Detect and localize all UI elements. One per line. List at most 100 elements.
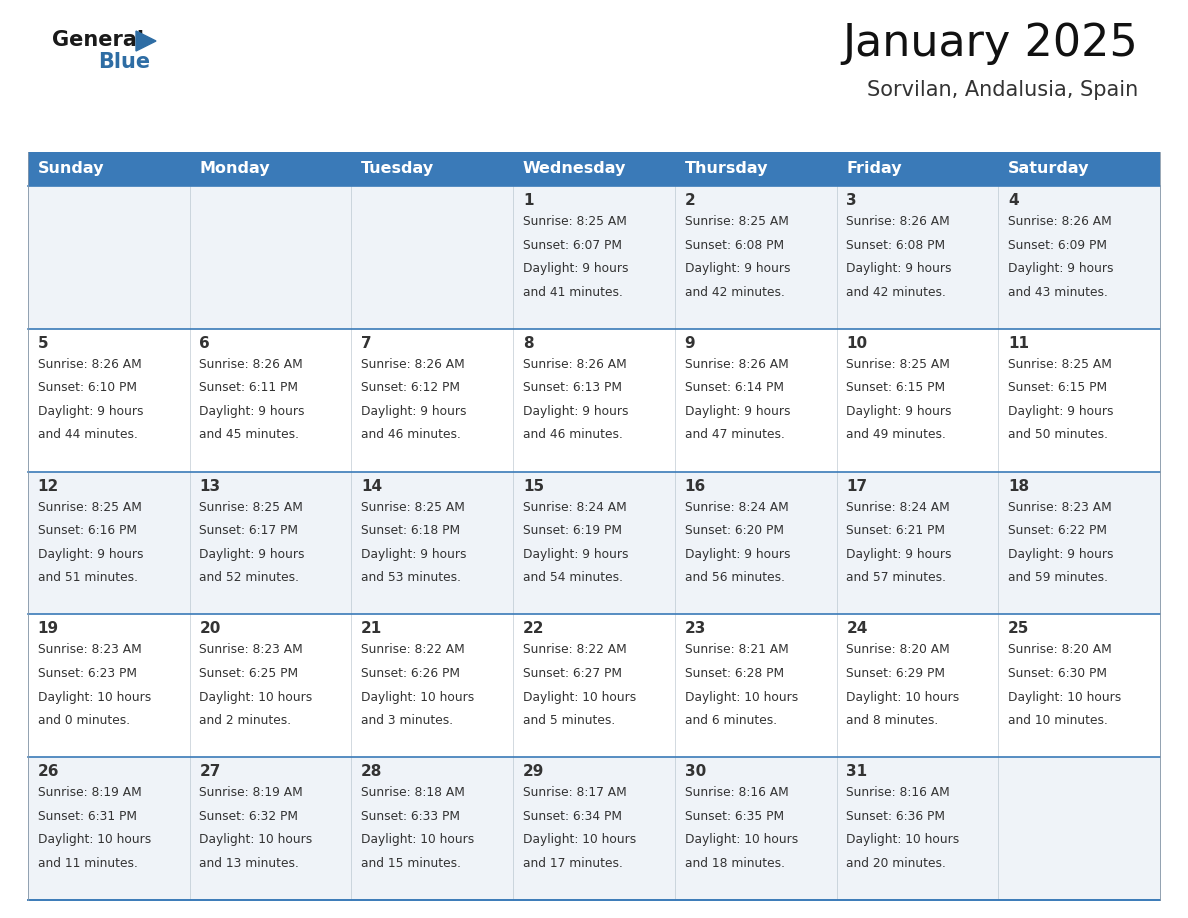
Text: Sunset: 6:17 PM: Sunset: 6:17 PM xyxy=(200,524,298,537)
Text: Sunset: 6:30 PM: Sunset: 6:30 PM xyxy=(1007,667,1107,680)
Text: Daylight: 9 hours: Daylight: 9 hours xyxy=(200,405,305,418)
Text: Sunrise: 8:26 AM: Sunrise: 8:26 AM xyxy=(684,358,789,371)
Text: Sunrise: 8:26 AM: Sunrise: 8:26 AM xyxy=(200,358,303,371)
Text: Sunrise: 8:25 AM: Sunrise: 8:25 AM xyxy=(200,500,303,513)
Text: and 2 minutes.: and 2 minutes. xyxy=(200,714,291,727)
Bar xyxy=(675,472,836,614)
Text: Sunrise: 8:19 AM: Sunrise: 8:19 AM xyxy=(38,786,141,800)
Text: and 10 minutes.: and 10 minutes. xyxy=(1007,714,1108,727)
Text: Sunrise: 8:23 AM: Sunrise: 8:23 AM xyxy=(1007,500,1112,513)
Text: and 53 minutes.: and 53 minutes. xyxy=(361,571,461,584)
Text: and 42 minutes.: and 42 minutes. xyxy=(846,285,946,298)
Bar xyxy=(513,614,675,757)
Bar xyxy=(190,757,352,900)
Text: Sunset: 6:32 PM: Sunset: 6:32 PM xyxy=(200,810,298,823)
Text: Sunrise: 8:16 AM: Sunrise: 8:16 AM xyxy=(846,786,950,800)
Text: Daylight: 9 hours: Daylight: 9 hours xyxy=(846,405,952,418)
Bar xyxy=(352,329,513,472)
Text: Daylight: 10 hours: Daylight: 10 hours xyxy=(684,690,798,703)
Text: Sunrise: 8:21 AM: Sunrise: 8:21 AM xyxy=(684,644,789,656)
Text: 30: 30 xyxy=(684,764,706,779)
Text: 19: 19 xyxy=(38,621,59,636)
Text: Sunset: 6:25 PM: Sunset: 6:25 PM xyxy=(200,667,298,680)
Bar xyxy=(29,472,190,614)
Text: Sunrise: 8:26 AM: Sunrise: 8:26 AM xyxy=(1007,215,1112,228)
Text: and 11 minutes.: and 11 minutes. xyxy=(38,856,138,870)
Bar xyxy=(190,614,352,757)
Bar xyxy=(190,472,352,614)
Bar xyxy=(998,757,1159,900)
Text: Daylight: 10 hours: Daylight: 10 hours xyxy=(38,690,151,703)
Text: Sunrise: 8:19 AM: Sunrise: 8:19 AM xyxy=(200,786,303,800)
Text: Sunrise: 8:25 AM: Sunrise: 8:25 AM xyxy=(1007,358,1112,371)
Text: Sunset: 6:20 PM: Sunset: 6:20 PM xyxy=(684,524,784,537)
Bar xyxy=(352,757,513,900)
Text: Daylight: 9 hours: Daylight: 9 hours xyxy=(38,405,144,418)
Text: Sunset: 6:15 PM: Sunset: 6:15 PM xyxy=(846,381,946,395)
Text: Sunrise: 8:26 AM: Sunrise: 8:26 AM xyxy=(523,358,626,371)
Text: and 45 minutes.: and 45 minutes. xyxy=(200,429,299,442)
Text: Daylight: 9 hours: Daylight: 9 hours xyxy=(1007,548,1113,561)
Text: Daylight: 9 hours: Daylight: 9 hours xyxy=(1007,263,1113,275)
Text: Sunset: 6:14 PM: Sunset: 6:14 PM xyxy=(684,381,784,395)
Text: and 6 minutes.: and 6 minutes. xyxy=(684,714,777,727)
Bar xyxy=(190,186,352,329)
Text: Daylight: 10 hours: Daylight: 10 hours xyxy=(523,834,636,846)
Text: and 59 minutes.: and 59 minutes. xyxy=(1007,571,1108,584)
Text: Sunrise: 8:20 AM: Sunrise: 8:20 AM xyxy=(1007,644,1112,656)
Text: 7: 7 xyxy=(361,336,372,351)
Text: 15: 15 xyxy=(523,478,544,494)
Bar xyxy=(352,186,513,329)
Text: Sunrise: 8:25 AM: Sunrise: 8:25 AM xyxy=(523,215,627,228)
Text: Daylight: 9 hours: Daylight: 9 hours xyxy=(200,548,305,561)
Text: Sunset: 6:26 PM: Sunset: 6:26 PM xyxy=(361,667,460,680)
Text: Sunrise: 8:18 AM: Sunrise: 8:18 AM xyxy=(361,786,465,800)
Text: Sunset: 6:31 PM: Sunset: 6:31 PM xyxy=(38,810,137,823)
Text: Daylight: 10 hours: Daylight: 10 hours xyxy=(361,690,474,703)
Text: Sunset: 6:27 PM: Sunset: 6:27 PM xyxy=(523,667,621,680)
Text: and 54 minutes.: and 54 minutes. xyxy=(523,571,623,584)
Bar xyxy=(29,757,190,900)
Bar xyxy=(998,186,1159,329)
Bar xyxy=(998,329,1159,472)
Text: Monday: Monday xyxy=(200,162,270,176)
Text: Daylight: 9 hours: Daylight: 9 hours xyxy=(684,263,790,275)
Text: Sorvilan, Andalusia, Spain: Sorvilan, Andalusia, Spain xyxy=(867,80,1138,100)
Text: and 57 minutes.: and 57 minutes. xyxy=(846,571,947,584)
Bar xyxy=(513,329,675,472)
Text: and 0 minutes.: and 0 minutes. xyxy=(38,714,129,727)
Text: Wednesday: Wednesday xyxy=(523,162,626,176)
Text: Blue: Blue xyxy=(97,52,150,72)
Text: Sunrise: 8:26 AM: Sunrise: 8:26 AM xyxy=(361,358,465,371)
Bar xyxy=(513,472,675,614)
Bar xyxy=(998,614,1159,757)
Text: Sunrise: 8:26 AM: Sunrise: 8:26 AM xyxy=(38,358,141,371)
Bar xyxy=(998,152,1159,186)
Bar xyxy=(190,152,352,186)
Text: 28: 28 xyxy=(361,764,383,779)
Text: Sunset: 6:21 PM: Sunset: 6:21 PM xyxy=(846,524,946,537)
Text: Sunrise: 8:17 AM: Sunrise: 8:17 AM xyxy=(523,786,626,800)
Bar xyxy=(836,614,998,757)
Text: Sunset: 6:08 PM: Sunset: 6:08 PM xyxy=(684,239,784,252)
Text: Daylight: 10 hours: Daylight: 10 hours xyxy=(846,690,960,703)
Text: and 17 minutes.: and 17 minutes. xyxy=(523,856,623,870)
Text: and 42 minutes.: and 42 minutes. xyxy=(684,285,784,298)
Bar xyxy=(836,329,998,472)
Text: and 3 minutes.: and 3 minutes. xyxy=(361,714,454,727)
Text: Sunrise: 8:24 AM: Sunrise: 8:24 AM xyxy=(846,500,950,513)
Bar xyxy=(675,152,836,186)
Bar xyxy=(190,329,352,472)
Text: Sunset: 6:36 PM: Sunset: 6:36 PM xyxy=(846,810,946,823)
Text: Daylight: 10 hours: Daylight: 10 hours xyxy=(846,834,960,846)
Text: and 51 minutes.: and 51 minutes. xyxy=(38,571,138,584)
Bar xyxy=(352,152,513,186)
Text: Daylight: 9 hours: Daylight: 9 hours xyxy=(846,263,952,275)
Bar xyxy=(29,614,190,757)
Text: 27: 27 xyxy=(200,764,221,779)
Text: Sunrise: 8:24 AM: Sunrise: 8:24 AM xyxy=(684,500,789,513)
Text: 11: 11 xyxy=(1007,336,1029,351)
Bar xyxy=(836,152,998,186)
Text: 10: 10 xyxy=(846,336,867,351)
Text: Daylight: 9 hours: Daylight: 9 hours xyxy=(361,405,467,418)
